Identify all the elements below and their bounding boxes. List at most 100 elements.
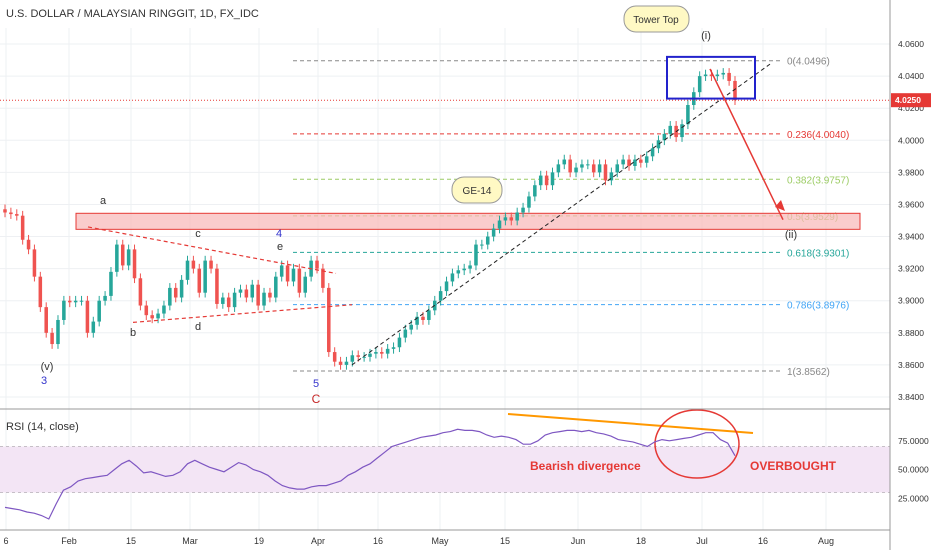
wave-label: C: [312, 392, 321, 406]
candle-body: [144, 305, 149, 316]
candle-body: [580, 164, 584, 168]
projection-arrow-line: [709, 68, 784, 221]
time-tick-label: 18: [636, 536, 646, 546]
candle-body: [515, 212, 519, 221]
resistance-zone: [75, 212, 861, 230]
uptrend-line: [351, 63, 771, 366]
wave-label: 3: [41, 375, 47, 387]
candle-body: [368, 353, 372, 357]
time-tick-label: Jul: [696, 536, 708, 546]
candle-body: [603, 164, 608, 181]
fib-level-label: 0(4.0496): [787, 57, 830, 68]
fibonacci-levels: 0(4.0496)0.236(4.0040)0.382(3.9757)0.5(3…: [293, 57, 849, 378]
rsi-tick-label: 75.0000: [898, 436, 929, 446]
candle-body: [662, 133, 667, 141]
price-tick-label: 3.9800: [898, 167, 924, 177]
candle-body: [303, 276, 308, 293]
candle-body: [315, 260, 319, 269]
rsi-band: [0, 446, 890, 493]
candle-body: [656, 140, 661, 149]
candle-body: [680, 124, 684, 138]
price-tick-label: 4.0000: [898, 135, 924, 145]
candle-body: [327, 287, 331, 353]
candle-body: [338, 361, 343, 365]
candle-body: [150, 315, 154, 319]
candle-body: [668, 125, 673, 134]
candle-body: [480, 244, 484, 246]
time-tick-label: May: [431, 536, 449, 546]
time-tick-label: 16: [373, 536, 383, 546]
rsi-title: RSI (14, close): [6, 421, 79, 433]
candle-body: [521, 207, 525, 213]
candle-body: [209, 260, 213, 269]
time-tick-label: Feb: [61, 536, 77, 546]
fib-level-label: 1(3.8562): [787, 367, 830, 378]
candle-body: [215, 268, 219, 304]
candle-body: [115, 244, 119, 272]
tower-top-box: [666, 55, 756, 100]
candle-body: [356, 355, 360, 357]
candle-body: [556, 164, 561, 173]
candle-body: [380, 352, 384, 354]
candle-body: [191, 260, 196, 269]
candle-body: [444, 281, 449, 292]
candle-body: [391, 347, 396, 349]
candle-body: [533, 185, 537, 197]
price-tick-label: 4.0400: [898, 71, 924, 81]
candle-body: [703, 74, 708, 77]
price-tick-label: 3.9400: [898, 232, 924, 242]
candle-body: [132, 249, 137, 279]
last-price-label: 4.0250: [895, 95, 921, 105]
wave-label: b: [130, 327, 136, 339]
candle-body: [644, 156, 649, 163]
candle-body: [544, 175, 549, 186]
candle-body: [609, 172, 614, 181]
candle-body: [715, 74, 720, 77]
price-tick-label: 4.0600: [898, 39, 924, 49]
price-tick-label: 4.0200: [898, 103, 924, 113]
candle-body: [238, 289, 243, 293]
candle-body: [221, 297, 225, 304]
wave-label: e: [277, 241, 283, 253]
wave-label: 5: [313, 378, 319, 390]
wedge-upper-line: [87, 226, 337, 275]
price-tick-label: 3.8600: [898, 360, 924, 370]
wave-label: (i): [701, 30, 711, 42]
candle-body: [279, 265, 284, 277]
wave-label: a: [100, 195, 107, 207]
candle-body: [597, 164, 602, 173]
candle-body: [462, 268, 466, 271]
candle-body: [62, 300, 66, 320]
overbought-label: OVERBOUGHT: [750, 459, 837, 473]
candle-body: [497, 220, 502, 229]
fib-level-label: 0.618(3.9301): [787, 248, 849, 259]
rsi-tick-label: 50.0000: [898, 465, 929, 475]
candle-body: [344, 361, 349, 365]
candle-body: [26, 239, 31, 250]
rsi-tick-label: 25.0000: [898, 493, 929, 503]
candle-body: [385, 348, 390, 354]
candle-body: [15, 214, 19, 216]
candle-body: [168, 287, 172, 306]
candle-body: [109, 271, 113, 296]
fib-level-label: 0.382(3.9757): [787, 175, 849, 186]
wave-label: d: [195, 321, 201, 333]
candle-body: [73, 300, 78, 303]
candle-body: [550, 172, 555, 186]
candle-body: [509, 217, 514, 221]
price-tick-label: 3.9200: [898, 264, 924, 274]
candle-body: [197, 268, 202, 293]
candle-body: [291, 268, 296, 282]
candle-body: [650, 148, 655, 157]
candle-body: [438, 291, 443, 301]
candle-body: [179, 279, 184, 298]
tower-top-callout: [623, 5, 690, 33]
time-tick-label: Jun: [571, 536, 586, 546]
fib-level-label: 0.236(4.0040): [787, 130, 849, 141]
projection-arrow-head: [775, 200, 785, 211]
candle-body: [721, 72, 725, 75]
overbought-circle: [654, 409, 740, 479]
candle-body: [185, 260, 190, 280]
